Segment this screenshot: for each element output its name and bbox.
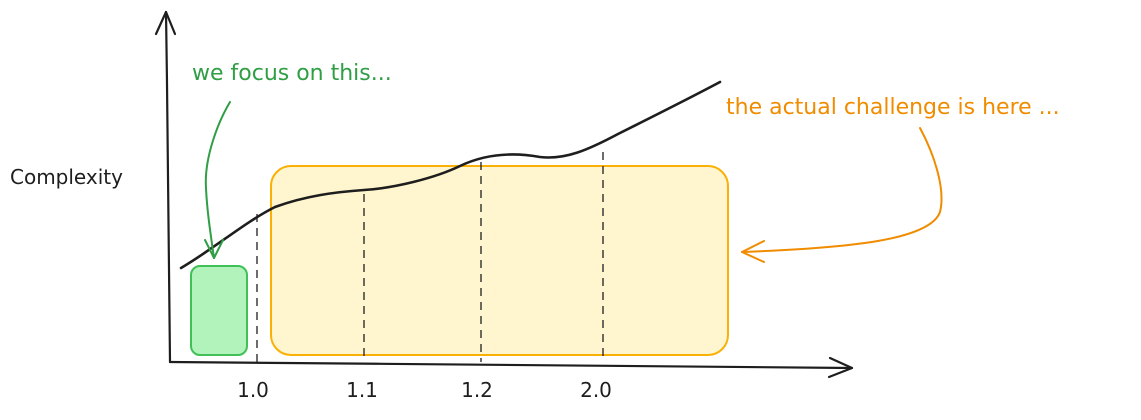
challenge-region [270,165,729,356]
complexity-curve [179,80,722,270]
focus-arrowhead [204,239,224,259]
challenge-annotation: the actual challenge is here ... [726,95,1060,120]
version-label-1-1: 1.1 [346,378,378,402]
version-label-2-0: 2.0 [580,378,612,402]
focus-region [190,265,248,356]
focus-arrow [204,101,231,259]
version-label-1-0: 1.0 [237,378,269,402]
focus-annotation: we focus on this... [192,61,392,86]
x-axis-arrowhead [827,356,854,379]
challenge-arrow [741,127,943,253]
x-axis [168,360,854,370]
y-axis [164,10,172,364]
y-axis-arrowhead [154,10,177,36]
version-label-1-2: 1.2 [461,378,493,402]
challenge-arrowhead [741,240,765,263]
y-axis-label: Complexity [10,165,123,189]
